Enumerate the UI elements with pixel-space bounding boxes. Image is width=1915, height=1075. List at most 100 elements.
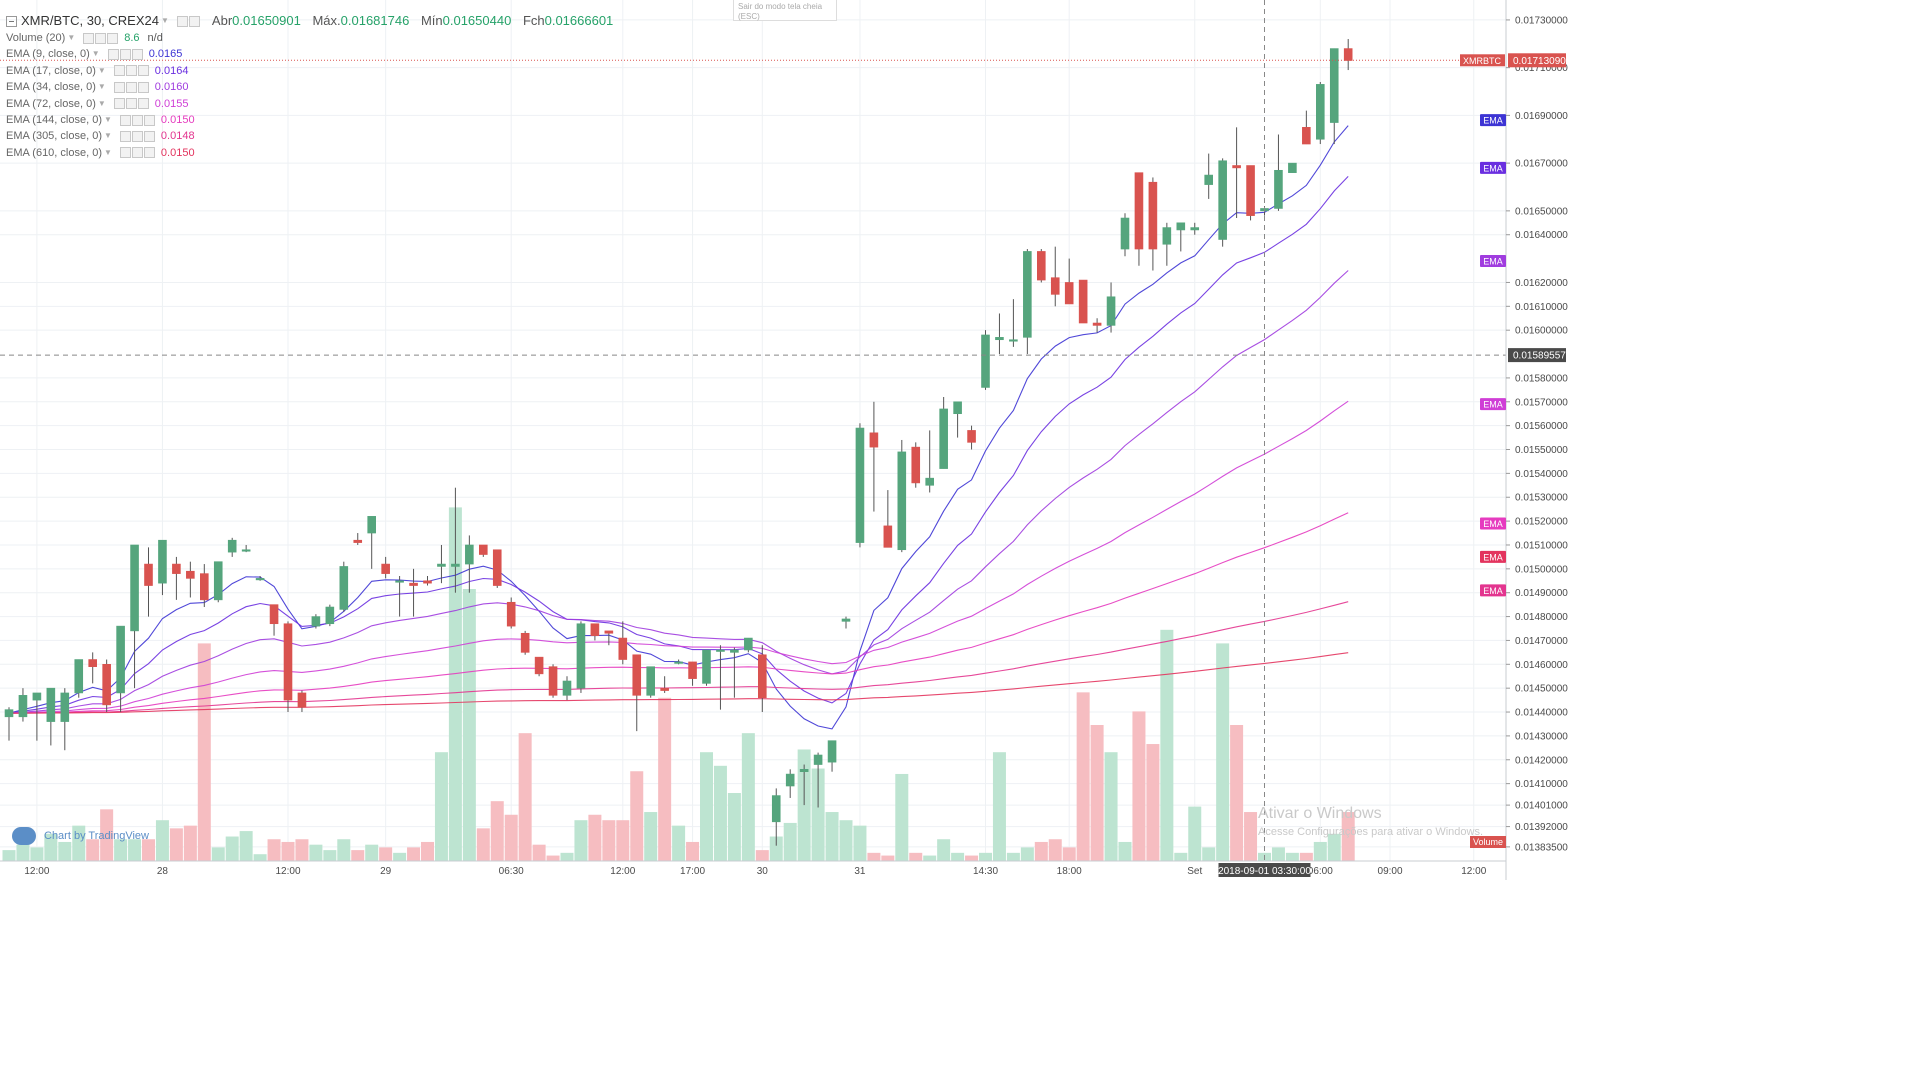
eye-icon[interactable] [113, 65, 125, 77]
ema-legend-row[interactable]: EMA (144, close, 0) ▼ 0.0150 [6, 112, 613, 128]
volume-bar [407, 847, 421, 861]
gear-icon[interactable] [125, 81, 137, 93]
eye-icon[interactable] [83, 32, 95, 44]
eye-icon[interactable] [119, 114, 131, 126]
candle-body [423, 580, 432, 584]
volume-bar [337, 839, 351, 861]
eye-icon[interactable] [176, 15, 188, 27]
y-tick-label: 0.01490000 [1515, 588, 1568, 599]
ema-legend-row[interactable]: EMA (72, close, 0) ▼ 0.0155 [6, 96, 613, 112]
volume-bar [1327, 833, 1341, 861]
eye-icon[interactable] [113, 98, 125, 110]
candle-body [590, 623, 600, 636]
volume-tools[interactable] [83, 32, 119, 44]
volume-bar [1341, 812, 1355, 861]
price-axis[interactable] [1507, 0, 1568, 880]
gear-icon[interactable] [131, 131, 143, 143]
gear-icon[interactable] [131, 114, 143, 126]
candle-body [409, 582, 418, 586]
chevron-down-icon[interactable]: ▼ [104, 147, 112, 157]
volume-bar [128, 839, 142, 861]
gear-icon[interactable] [95, 32, 107, 44]
gear-icon[interactable] [188, 15, 200, 27]
tradingview-watermark[interactable]: Chart by TradingView [12, 827, 149, 845]
x-tick-label: 12:00 [275, 866, 300, 877]
volume-bar [448, 507, 462, 861]
ema-tools[interactable] [119, 131, 155, 143]
volume-bar [295, 839, 309, 861]
chevron-down-icon[interactable]: ▼ [97, 98, 106, 108]
ema-legend-row[interactable]: EMA (17, close, 0) ▼ 0.0164 [6, 63, 613, 79]
volume-bar [309, 844, 323, 861]
y-tick-label: 0.01410000 [1515, 779, 1568, 790]
exit-fullscreen-hint[interactable]: Sair do modo tela cheia (ESC) [733, 0, 837, 21]
candle-body [702, 649, 711, 684]
gear-icon[interactable] [125, 98, 137, 110]
ema-tools[interactable] [107, 49, 143, 61]
candle-body [757, 654, 767, 699]
close-icon[interactable] [137, 81, 149, 93]
candle-body [883, 525, 893, 548]
close-icon[interactable] [107, 32, 119, 44]
volume-bar [1188, 806, 1202, 861]
volume-bar [197, 643, 211, 861]
gear-icon[interactable] [125, 65, 137, 77]
chevron-down-icon[interactable]: ▼ [97, 82, 106, 92]
volume-row[interactable]: Volume (20) ▼ 8.6 n/d [6, 30, 613, 46]
volume-bar [769, 836, 783, 861]
tradingview-logo-icon [12, 827, 36, 845]
eye-icon[interactable] [119, 131, 131, 143]
chevron-down-icon[interactable]: ▼ [91, 49, 100, 59]
candle-body [492, 549, 502, 586]
chevron-down-icon[interactable]: ▼ [97, 65, 106, 75]
gear-icon[interactable] [131, 147, 143, 159]
volume-bar [58, 841, 72, 861]
close-icon[interactable] [143, 147, 155, 159]
ema-legend-row[interactable]: EMA (610, close, 0) ▼ 0.0150 [6, 145, 613, 161]
volume-bar [602, 820, 616, 861]
ema-legend-value: 0.0164 [154, 64, 189, 77]
y-tick-label: 0.01650000 [1515, 206, 1568, 217]
windows-notice-title: Ativar o Windows [1258, 805, 1382, 822]
open-value: 0.01650901 [232, 13, 301, 28]
ema-tools[interactable] [113, 98, 149, 110]
close-icon[interactable] [131, 49, 143, 61]
symbol-tools[interactable] [176, 15, 200, 27]
candle-body [646, 666, 656, 696]
open-label: Abr [211, 13, 233, 28]
ema-tools[interactable] [113, 65, 149, 77]
volume-bar [574, 820, 588, 861]
collapse-legend-icon[interactable] [6, 15, 17, 27]
chevron-down-icon[interactable]: ▼ [161, 16, 169, 25]
chevron-down-icon[interactable]: ▼ [104, 131, 112, 141]
gear-icon[interactable] [119, 49, 131, 61]
ema-legend-row[interactable]: EMA (305, close, 0) ▼ 0.0148 [6, 128, 613, 144]
close-icon[interactable] [143, 131, 155, 143]
eye-icon[interactable] [107, 49, 119, 61]
chart-canvas[interactable]: 0.01730000 0.01710000 0.01690000 0.01670000… [0, 0, 1568, 880]
chevron-down-icon[interactable]: ▼ [104, 114, 112, 124]
ema-tools[interactable] [119, 114, 155, 126]
candle-body [799, 769, 809, 772]
ema-legend-row[interactable]: EMA (9, close, 0) ▼ 0.0165 [6, 46, 613, 62]
volume-bar [169, 828, 183, 861]
close-icon[interactable] [137, 98, 149, 110]
close-icon[interactable] [137, 65, 149, 77]
volume-bar [462, 589, 476, 861]
ema-legend-row[interactable]: EMA (34, close, 0) ▼ 0.0160 [6, 79, 613, 95]
eye-icon[interactable] [113, 81, 125, 93]
watermark-text[interactable]: Chart by TradingView [44, 830, 149, 842]
volume-bar [1048, 839, 1062, 861]
x-tick-label: 14:30 [973, 866, 998, 877]
volume-bar [1132, 711, 1146, 861]
candle-body [618, 637, 628, 660]
ema-tools[interactable] [113, 81, 149, 93]
candle-body [269, 604, 279, 625]
chart-legend: XMR/BTC, 30, CREX24 ▼ Abr0.01650901 Máx.… [6, 12, 613, 161]
volume-bar [44, 833, 58, 861]
volume-value: 8.6 [124, 32, 140, 44]
eye-icon[interactable] [119, 147, 131, 159]
close-icon[interactable] [143, 114, 155, 126]
chevron-down-icon[interactable]: ▼ [67, 33, 76, 42]
ema-tools[interactable] [119, 147, 155, 159]
